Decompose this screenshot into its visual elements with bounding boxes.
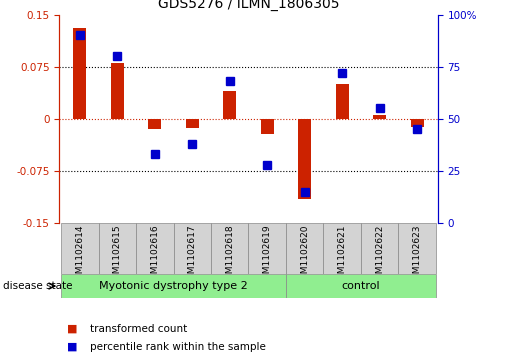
Bar bbox=[61, 274, 286, 298]
Bar bbox=[286, 274, 436, 298]
Bar bbox=[148, 119, 161, 129]
Title: GDS5276 / ILMN_1806305: GDS5276 / ILMN_1806305 bbox=[158, 0, 339, 11]
Text: GSM1102617: GSM1102617 bbox=[188, 225, 197, 285]
Text: GSM1102614: GSM1102614 bbox=[75, 225, 84, 285]
Bar bbox=[323, 223, 361, 274]
Bar bbox=[361, 223, 399, 274]
Text: ■: ■ bbox=[67, 323, 77, 334]
Text: GSM1102619: GSM1102619 bbox=[263, 225, 272, 285]
Text: Myotonic dystrophy type 2: Myotonic dystrophy type 2 bbox=[99, 281, 248, 291]
Bar bbox=[186, 119, 199, 128]
Text: disease state: disease state bbox=[3, 281, 72, 291]
Bar bbox=[373, 115, 386, 119]
Text: control: control bbox=[341, 281, 380, 291]
Text: GSM1102616: GSM1102616 bbox=[150, 225, 159, 285]
Text: GSM1102615: GSM1102615 bbox=[113, 225, 122, 285]
Bar bbox=[98, 223, 136, 274]
Bar bbox=[73, 28, 87, 119]
Bar bbox=[111, 63, 124, 119]
Bar bbox=[399, 223, 436, 274]
Bar bbox=[261, 119, 274, 134]
Bar bbox=[61, 223, 98, 274]
Bar bbox=[248, 223, 286, 274]
Bar bbox=[286, 223, 323, 274]
Text: GSM1102620: GSM1102620 bbox=[300, 225, 309, 285]
Text: GSM1102621: GSM1102621 bbox=[338, 225, 347, 285]
Text: GSM1102623: GSM1102623 bbox=[413, 225, 422, 285]
Text: transformed count: transformed count bbox=[90, 323, 187, 334]
Bar bbox=[174, 223, 211, 274]
Text: ■: ■ bbox=[67, 342, 77, 352]
Bar bbox=[211, 223, 248, 274]
Bar bbox=[298, 119, 311, 199]
Bar bbox=[223, 91, 236, 119]
Bar bbox=[136, 223, 174, 274]
Text: percentile rank within the sample: percentile rank within the sample bbox=[90, 342, 266, 352]
Bar bbox=[336, 84, 349, 119]
Bar bbox=[410, 119, 424, 127]
Text: GSM1102618: GSM1102618 bbox=[225, 225, 234, 285]
Text: GSM1102622: GSM1102622 bbox=[375, 225, 384, 285]
